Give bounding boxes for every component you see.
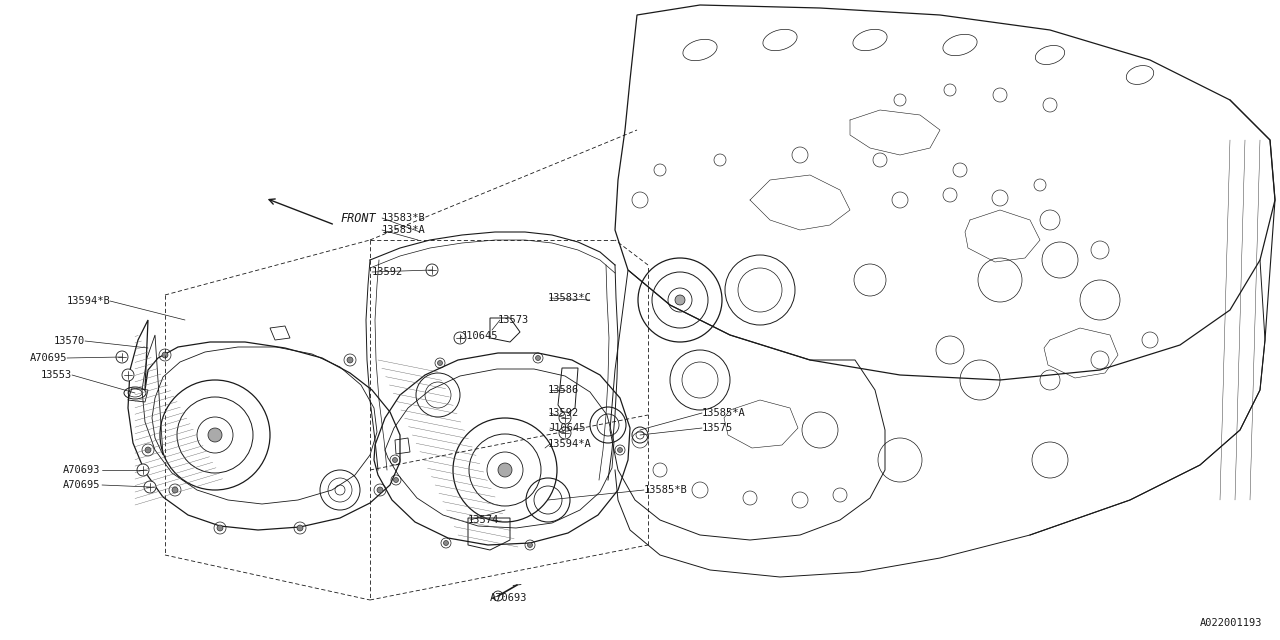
Text: 13583*A: 13583*A	[381, 225, 426, 235]
Text: 13585*B: 13585*B	[644, 485, 687, 495]
Circle shape	[617, 447, 622, 452]
Text: 13570: 13570	[54, 336, 84, 346]
Text: J10645: J10645	[460, 331, 498, 341]
Text: 13594*B: 13594*B	[67, 296, 110, 306]
Text: A70693: A70693	[490, 593, 527, 603]
Circle shape	[393, 458, 398, 463]
Text: 13583*C: 13583*C	[548, 293, 591, 303]
Circle shape	[218, 525, 223, 531]
Circle shape	[347, 357, 353, 363]
Circle shape	[143, 481, 156, 493]
Text: 13575: 13575	[701, 423, 733, 433]
Text: FRONT: FRONT	[340, 211, 375, 225]
Text: 13583*B: 13583*B	[381, 213, 426, 223]
Circle shape	[535, 355, 540, 360]
Circle shape	[443, 541, 448, 545]
Text: A70695: A70695	[63, 480, 100, 490]
Circle shape	[137, 464, 148, 476]
Circle shape	[559, 412, 571, 424]
Circle shape	[559, 427, 571, 439]
Text: 13574: 13574	[468, 515, 499, 525]
Circle shape	[498, 463, 512, 477]
Circle shape	[378, 487, 383, 493]
Circle shape	[527, 543, 532, 547]
Text: J10645: J10645	[548, 423, 585, 433]
Text: 13585*A: 13585*A	[701, 408, 746, 418]
Text: 13553: 13553	[41, 370, 72, 380]
Circle shape	[675, 295, 685, 305]
Text: 13592: 13592	[548, 408, 580, 418]
Circle shape	[393, 477, 398, 483]
Circle shape	[493, 591, 503, 601]
Circle shape	[145, 447, 151, 453]
Circle shape	[438, 360, 443, 365]
Text: A70695: A70695	[29, 353, 67, 363]
Text: A022001193: A022001193	[1199, 618, 1262, 628]
Text: 13573: 13573	[498, 315, 529, 325]
Circle shape	[426, 264, 438, 276]
Text: 13586: 13586	[548, 385, 580, 395]
Circle shape	[122, 369, 134, 381]
Text: A70693: A70693	[63, 465, 100, 475]
Circle shape	[116, 351, 128, 363]
Circle shape	[207, 428, 221, 442]
Text: 13594*A: 13594*A	[548, 439, 591, 449]
Circle shape	[163, 352, 168, 358]
Circle shape	[454, 332, 466, 344]
Circle shape	[297, 525, 303, 531]
Circle shape	[172, 487, 178, 493]
Text: 13592: 13592	[372, 267, 403, 277]
